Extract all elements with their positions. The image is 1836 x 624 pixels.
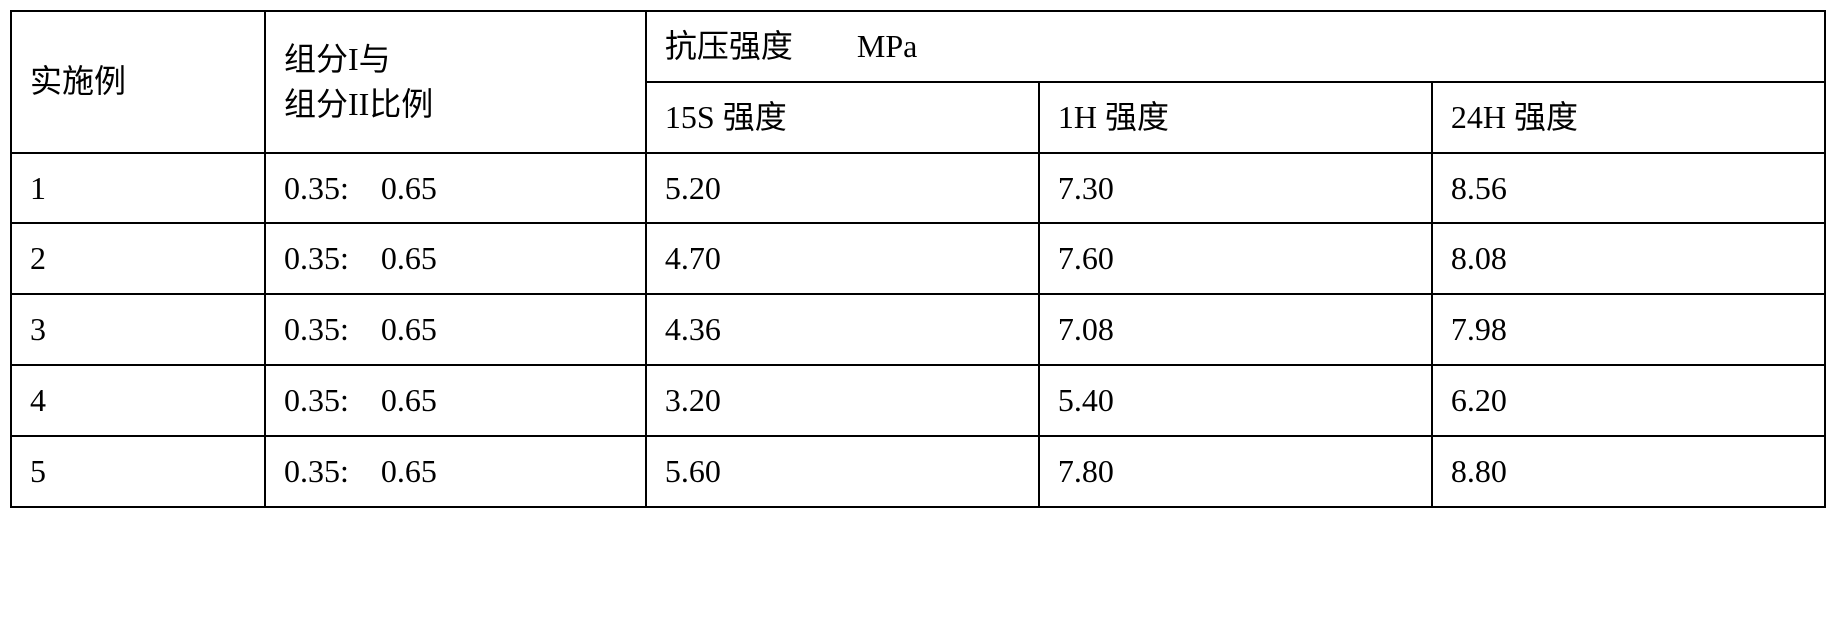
header-example: 实施例	[11, 11, 265, 153]
cell-1h: 5.40	[1039, 365, 1432, 436]
table-row: 1 0.35: 0.65 5.20 7.30 8.56	[11, 153, 1825, 224]
cell-1h: 7.30	[1039, 153, 1432, 224]
header-24h: 24H 强度	[1432, 82, 1825, 153]
cell-24h: 7.98	[1432, 294, 1825, 365]
cell-example: 4	[11, 365, 265, 436]
cell-1h: 7.08	[1039, 294, 1432, 365]
table-row: 3 0.35: 0.65 4.36 7.08 7.98	[11, 294, 1825, 365]
cell-ratio: 0.35: 0.65	[265, 436, 646, 507]
table-row: 5 0.35: 0.65 5.60 7.80 8.80	[11, 436, 1825, 507]
header-ratio-line1: 组分I与	[284, 41, 391, 77]
table-body: 1 0.35: 0.65 5.20 7.30 8.56 2 0.35: 0.65…	[11, 153, 1825, 507]
table-header: 实施例 组分I与 组分II比例 抗压强度 MPa 15S 强度 1H 强度 24…	[11, 11, 1825, 153]
cell-15s: 4.70	[646, 223, 1039, 294]
cell-example: 3	[11, 294, 265, 365]
cell-1h: 7.60	[1039, 223, 1432, 294]
header-row-1: 实施例 组分I与 组分II比例 抗压强度 MPa	[11, 11, 1825, 82]
cell-1h: 7.80	[1039, 436, 1432, 507]
header-strength-group: 抗压强度 MPa	[646, 11, 1825, 82]
cell-ratio: 0.35: 0.65	[265, 365, 646, 436]
header-ratio: 组分I与 组分II比例	[265, 11, 646, 153]
header-1h: 1H 强度	[1039, 82, 1432, 153]
cell-example: 2	[11, 223, 265, 294]
cell-24h: 8.56	[1432, 153, 1825, 224]
cell-example: 5	[11, 436, 265, 507]
data-table: 实施例 组分I与 组分II比例 抗压强度 MPa 15S 强度 1H 强度 24…	[10, 10, 1826, 508]
cell-24h: 8.08	[1432, 223, 1825, 294]
header-ratio-line2: 组分II比例	[284, 86, 433, 122]
table-row: 2 0.35: 0.65 4.70 7.60 8.08	[11, 223, 1825, 294]
cell-15s: 4.36	[646, 294, 1039, 365]
cell-example: 1	[11, 153, 265, 224]
cell-15s: 5.20	[646, 153, 1039, 224]
cell-15s: 3.20	[646, 365, 1039, 436]
cell-24h: 6.20	[1432, 365, 1825, 436]
cell-15s: 5.60	[646, 436, 1039, 507]
header-15s: 15S 强度	[646, 82, 1039, 153]
cell-ratio: 0.35: 0.65	[265, 294, 646, 365]
cell-ratio: 0.35: 0.65	[265, 223, 646, 294]
cell-24h: 8.80	[1432, 436, 1825, 507]
cell-ratio: 0.35: 0.65	[265, 153, 646, 224]
table-row: 4 0.35: 0.65 3.20 5.40 6.20	[11, 365, 1825, 436]
